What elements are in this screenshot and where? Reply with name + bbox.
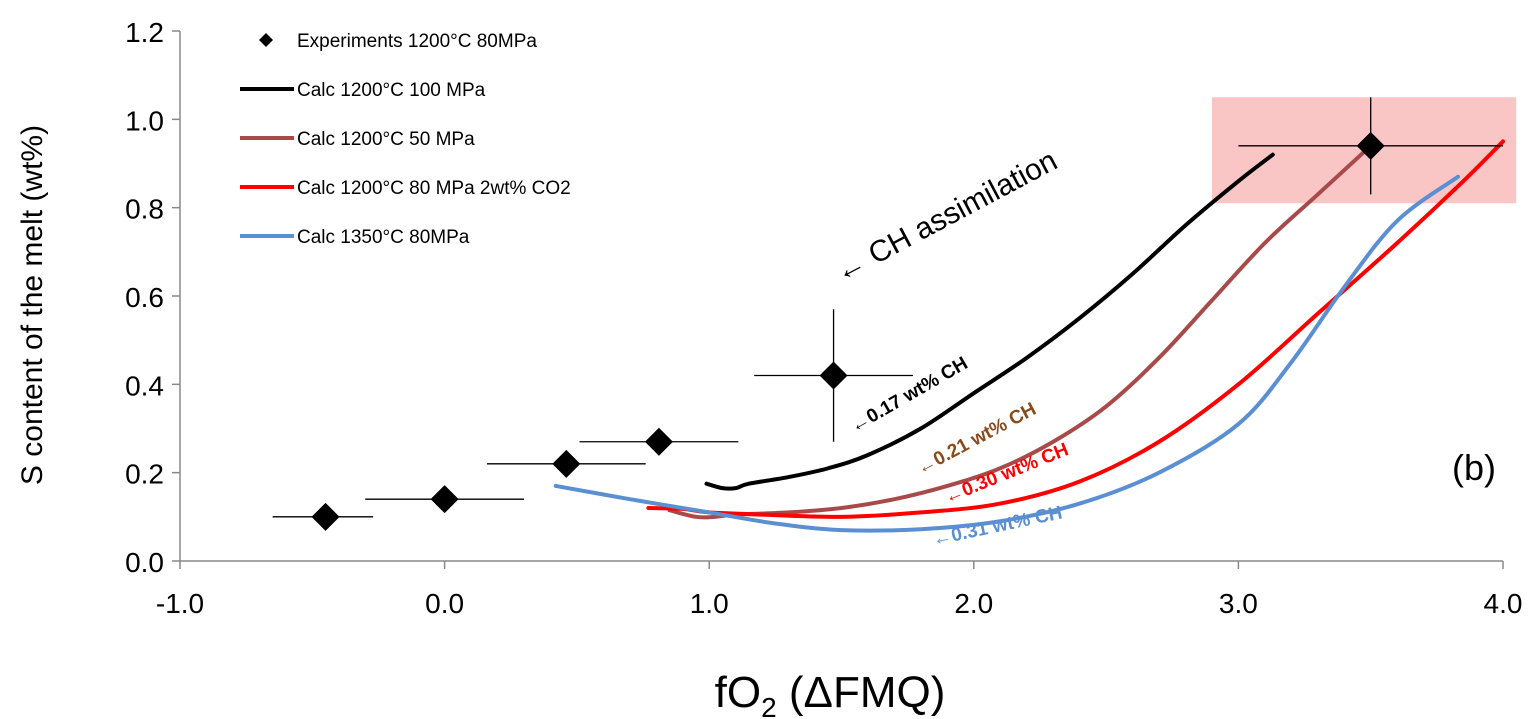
y-tick-label: 0.6 xyxy=(125,282,164,313)
x-tick-label: 3.0 xyxy=(1219,588,1258,619)
series-layer xyxy=(553,139,1505,533)
y-tick-label: 0.4 xyxy=(125,370,164,401)
x-axis-title-subscript: 2 xyxy=(761,692,777,719)
experiment-point-group xyxy=(754,309,913,442)
experiment-point-group xyxy=(486,449,646,478)
experiment-point xyxy=(819,361,848,390)
axes: 0.0 0.2 0.4 0.6 0.8 1.0 1.2 -1.0 0.0 1.0 2.0 3.0 4.0 xyxy=(125,17,1522,619)
legend-label: Experiments 1200°C 80MPa xyxy=(297,31,537,52)
annotations: ← CH assimilation←0.17 wt% CH←0.21 wt% C… xyxy=(829,144,1071,550)
x-tick-label: 4.0 xyxy=(1484,588,1523,619)
annotation-label: ←0.17 wt% CH xyxy=(847,353,972,437)
y-tick-label: 0.2 xyxy=(125,459,164,490)
series-line-4 xyxy=(553,174,1461,533)
legend-marker-experiments xyxy=(259,33,273,47)
experiment-point xyxy=(430,485,459,514)
legend-label: Calc 1200°C 100 MPa xyxy=(297,80,486,101)
x-axis-title-rest: (ΔFMQ) xyxy=(777,668,946,717)
annotation-label: ← CH assimilation xyxy=(829,144,1062,289)
legend-label: Calc 1200°C 50 MPa xyxy=(297,129,475,150)
experiment-point xyxy=(644,427,673,456)
y-tick-label: 1.0 xyxy=(125,105,164,136)
experiment-point xyxy=(1356,131,1385,160)
series-line-3 xyxy=(646,139,1505,519)
legend-label: Calc 1350°C 80MPa xyxy=(297,227,470,248)
experiment-points xyxy=(272,97,1503,531)
x-axis-title-main: fO xyxy=(715,668,761,717)
x-tick-label: -1.0 xyxy=(156,588,204,619)
x-axis-title: fO2 (ΔFMQ) xyxy=(715,668,946,719)
experiment-point-group xyxy=(272,502,374,531)
x-tick-label: 1.0 xyxy=(690,588,729,619)
series-line-1 xyxy=(704,152,1275,491)
y-tick-label: 0.8 xyxy=(125,194,164,225)
x-tick-label: 2.0 xyxy=(954,588,993,619)
x-tick-label: 0.0 xyxy=(425,588,464,619)
experiment-point xyxy=(311,502,340,531)
y-tick-label: 1.2 xyxy=(125,17,164,48)
legend-label: Calc 1200°C 80 MPa 2wt% CO2 xyxy=(297,178,571,199)
experiment-point-group xyxy=(365,485,524,514)
experiment-point-group xyxy=(1238,97,1503,195)
legend: Experiments 1200°C 80MPa Calc 1200°C 100 … xyxy=(240,31,571,248)
y-tick-label: 0.0 xyxy=(125,547,164,578)
experiment-point xyxy=(552,449,581,478)
experiment-point-group xyxy=(579,427,739,456)
panel-label: (b) xyxy=(1452,447,1496,488)
y-axis-title: S content of the melt (wt%) xyxy=(16,125,49,485)
